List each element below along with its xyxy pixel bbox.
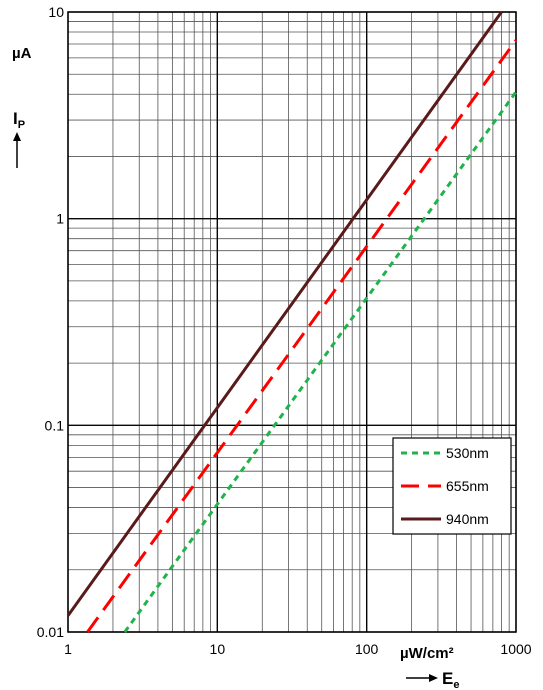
- svg-text:Ee: Ee: [442, 669, 459, 690]
- y-tick-label: 0.1: [45, 417, 65, 433]
- x-tick-label: 100: [355, 641, 379, 657]
- legend-item-530nm: 530nm: [401, 445, 489, 461]
- legend-label-655nm: 655nm: [446, 478, 489, 494]
- grid-minor: [68, 12, 516, 632]
- x-tick-label: 1: [64, 641, 72, 657]
- y-tick-label: 10: [48, 4, 64, 20]
- y-tick-label: 0.01: [37, 624, 64, 640]
- x-axis-symbol-sub: e: [453, 679, 459, 690]
- y-axis-arrowhead-icon: [13, 132, 21, 141]
- x-tick-label: 1000: [500, 641, 531, 657]
- x-axis-label: Ee: [406, 669, 459, 690]
- y-axis-label: IP: [13, 109, 25, 168]
- legend-label-530nm: 530nm: [446, 445, 489, 461]
- svg-text:IP: IP: [13, 109, 25, 131]
- plot-frame: [67, 11, 517, 633]
- y-tick-label: 1: [56, 211, 64, 227]
- x-axis-arrowhead-icon: [429, 674, 438, 682]
- legend-item-940nm: 940nm: [401, 511, 489, 527]
- series-line-530nm: [123, 91, 518, 633]
- x-tick-label: 10: [210, 641, 226, 657]
- y-tick-labels: 0.01 0.1 1 10: [37, 4, 64, 640]
- grid-major: [67, 11, 517, 633]
- x-tick-labels: 1 10 100 1000: [64, 641, 532, 657]
- x-axis-unit: µW/cm²: [400, 645, 454, 662]
- legend: 530nm 655nm 940nm: [392, 437, 512, 535]
- y-axis-unit: µA: [12, 45, 32, 62]
- y-axis-symbol-sub: P: [18, 119, 25, 131]
- series-layer: [66, 11, 518, 633]
- series-line-940nm: [66, 11, 503, 617]
- series-line-655nm: [86, 39, 518, 633]
- x-axis-symbol: E: [442, 669, 453, 688]
- legend-label-940nm: 940nm: [446, 511, 489, 527]
- y-axis-symbol: I: [13, 109, 18, 128]
- legend-item-655nm: 655nm: [401, 478, 489, 494]
